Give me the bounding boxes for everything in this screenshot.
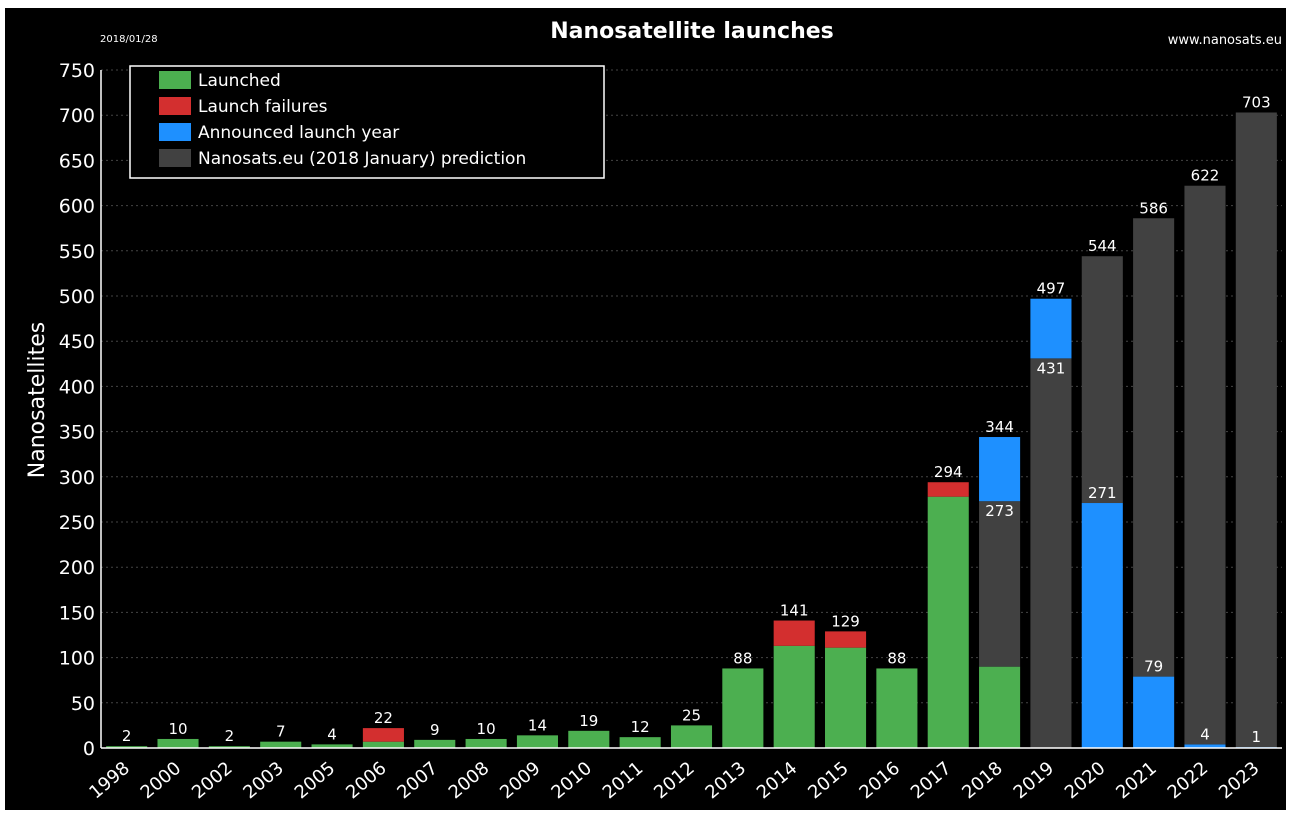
data-label-2021: 586 bbox=[1139, 199, 1168, 217]
bar-launched-2008 bbox=[465, 738, 507, 748]
data-label-2023: 1 bbox=[1252, 728, 1262, 746]
bar-launched-2016 bbox=[876, 668, 918, 748]
bar-launched-2018 bbox=[979, 666, 1021, 748]
data-label-2013: 88 bbox=[733, 649, 752, 667]
data-label-2006: 22 bbox=[374, 709, 393, 727]
legend-swatch-launched bbox=[159, 71, 191, 89]
bar-nanosats-eu-2018-january-prediction-2018 bbox=[979, 501, 1021, 667]
legend-label-launched: Launched bbox=[198, 71, 281, 91]
bar-nanosats-eu-2018-january-prediction-2021 bbox=[1133, 218, 1175, 677]
bar-launch-failures-2017 bbox=[927, 482, 969, 497]
y-tick-label: 400 bbox=[59, 376, 95, 398]
legend-swatch-announced-launch-year bbox=[159, 123, 191, 141]
bar-launched-2006 bbox=[362, 741, 404, 748]
data-label-2021: 79 bbox=[1144, 658, 1163, 676]
legend-label-announced-launch-year: Announced launch year bbox=[198, 123, 399, 143]
bar-launched-2005 bbox=[311, 744, 353, 748]
bar-launched-2015 bbox=[825, 647, 867, 748]
data-label-2005: 4 bbox=[327, 725, 337, 743]
data-label-2015: 129 bbox=[831, 612, 860, 630]
y-tick-label: 350 bbox=[59, 422, 95, 444]
data-label-2010: 19 bbox=[579, 712, 598, 730]
date-stamp: 2018/01/28 bbox=[100, 34, 158, 45]
data-label-2020: 271 bbox=[1088, 484, 1117, 502]
y-tick-label: 200 bbox=[59, 557, 95, 579]
data-label-1998: 2 bbox=[122, 727, 132, 745]
bar-launched-1998 bbox=[106, 746, 148, 748]
bars-group bbox=[106, 112, 1277, 748]
data-label-2017: 294 bbox=[934, 463, 963, 481]
bar-launch-failures-2015 bbox=[825, 631, 867, 648]
bar-announced-launch-year-2022 bbox=[1184, 744, 1226, 748]
y-tick-label: 100 bbox=[59, 648, 95, 670]
bar-launched-2012 bbox=[670, 725, 713, 748]
y-tick-label: 600 bbox=[59, 196, 95, 218]
data-label-2022: 4 bbox=[1200, 725, 1210, 743]
y-tick-label: 300 bbox=[59, 467, 95, 489]
y-tick-label: 700 bbox=[59, 105, 95, 127]
y-tick-label: 500 bbox=[59, 286, 95, 308]
bar-announced-launch-year-2018 bbox=[979, 437, 1021, 502]
legend-label-launch-failures: Launch failures bbox=[198, 97, 328, 117]
bar-launched-2017 bbox=[927, 496, 969, 748]
legend-box bbox=[129, 65, 605, 179]
bar-launch-failures-2006 bbox=[362, 728, 404, 742]
bar-launched-2007 bbox=[414, 739, 456, 748]
data-label-2020: 544 bbox=[1088, 237, 1117, 255]
y-tick-label: 550 bbox=[59, 241, 95, 263]
data-label-2019: 497 bbox=[1037, 280, 1066, 298]
y-tick-label: 650 bbox=[59, 150, 95, 172]
bar-launched-2002 bbox=[208, 746, 250, 748]
bar-announced-launch-year-2020 bbox=[1081, 503, 1123, 748]
y-tick-label: 750 bbox=[59, 60, 95, 82]
chart-title: Nanosatellite launches bbox=[550, 19, 834, 44]
source-url: www.nanosats.eu bbox=[1168, 33, 1282, 48]
data-label-2007: 9 bbox=[430, 721, 440, 739]
bar-announced-launch-year-2021 bbox=[1133, 676, 1175, 748]
data-label-2003: 7 bbox=[276, 723, 286, 741]
data-label-2011: 12 bbox=[631, 718, 650, 736]
bar-nanosats-eu-2018-january-prediction-2020 bbox=[1081, 256, 1123, 504]
data-label-2016: 88 bbox=[887, 649, 906, 667]
y-tick-label: 150 bbox=[59, 602, 95, 624]
bar-nanosats-eu-2018-january-prediction-2022 bbox=[1184, 185, 1226, 745]
legend-label-nanosats-eu-2018-january-prediction: Nanosats.eu (2018 January) prediction bbox=[198, 149, 526, 169]
y-tick-label: 450 bbox=[59, 331, 95, 353]
data-label-2019: 431 bbox=[1037, 359, 1066, 377]
data-label-2018: 273 bbox=[985, 502, 1014, 520]
data-label-2023: 703 bbox=[1242, 93, 1271, 111]
bar-nanosats-eu-2018-january-prediction-2019 bbox=[1030, 358, 1072, 748]
bar-launched-2009 bbox=[516, 735, 558, 748]
legend-swatch-nanosats-eu-2018-january-prediction bbox=[159, 149, 191, 167]
y-tick-label: 50 bbox=[71, 693, 95, 715]
data-label-2009: 14 bbox=[528, 716, 547, 734]
bar-launch-failures-2014 bbox=[773, 620, 815, 646]
y-axis-label: Nanosatellites bbox=[25, 322, 50, 478]
bar-announced-launch-year-2019 bbox=[1030, 298, 1072, 359]
y-tick-label: 250 bbox=[59, 512, 95, 534]
data-label-2008: 10 bbox=[477, 720, 496, 738]
data-label-2018: 344 bbox=[985, 418, 1014, 436]
data-label-2012: 25 bbox=[682, 706, 701, 724]
bar-launched-2013 bbox=[722, 668, 764, 748]
data-label-2022: 622 bbox=[1191, 167, 1220, 185]
bar-launched-2014 bbox=[773, 645, 815, 748]
y-tick-label: 0 bbox=[83, 738, 95, 760]
legend: Launched Launch failures Announced launch … bbox=[129, 65, 605, 179]
bar-nanosats-eu-2018-january-prediction-2023 bbox=[1235, 112, 1277, 748]
data-label-2002: 2 bbox=[225, 727, 235, 745]
bar-launched-2003 bbox=[260, 741, 302, 748]
bar-launched-2000 bbox=[157, 738, 199, 748]
bar-launched-2011 bbox=[619, 737, 661, 748]
legend-swatch-launch-failures bbox=[159, 97, 191, 115]
data-label-2014: 141 bbox=[780, 602, 809, 620]
bar-launched-2010 bbox=[568, 730, 610, 748]
data-label-2000: 10 bbox=[168, 720, 187, 738]
